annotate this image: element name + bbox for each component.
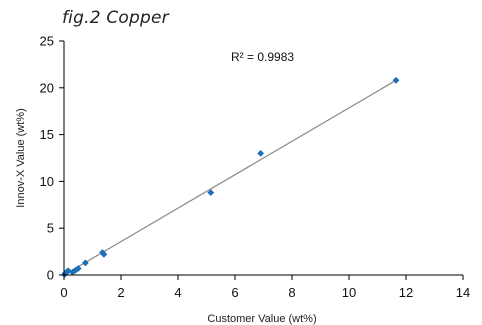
data-point: [207, 189, 215, 197]
data-point: [100, 251, 108, 258]
trendline-layer: [63, 79, 397, 276]
axes-layer: 0 5 10 15 20 25 0 2 4 6 8 10 12 14: [40, 34, 471, 301]
y-tick-label: 0: [47, 268, 54, 283]
data-point: [74, 265, 82, 272]
y-tick-label: 20: [40, 80, 54, 95]
x-tick-label: 14: [456, 285, 470, 300]
y-axis-title: Innov-X Value (wt%): [15, 108, 27, 207]
y-tick-label: 10: [40, 174, 54, 189]
x-tick-label: 4: [174, 285, 181, 300]
data-point: [72, 266, 79, 274]
x-tick-label: 8: [288, 285, 295, 300]
data-point: [392, 76, 400, 84]
y-tick-label: 5: [47, 221, 54, 236]
x-axis-title: Customer Value (wt%): [207, 313, 316, 325]
y-tick-label: 25: [40, 34, 54, 49]
r-squared-annotation: R² = 0.9983: [231, 50, 294, 64]
x-tick-label: 6: [231, 285, 238, 300]
figure-title: fig.2 Copper: [62, 8, 169, 28]
x-tick-label: 10: [342, 285, 356, 300]
data-point: [81, 259, 89, 267]
y-tick-label: 15: [40, 127, 54, 142]
trendline: [63, 79, 397, 276]
x-tick-label: 12: [399, 285, 413, 300]
x-tick-label: 0: [60, 285, 67, 300]
data-point: [257, 149, 265, 157]
x-tick-label: 2: [117, 285, 124, 300]
points-layer: [61, 76, 400, 278]
